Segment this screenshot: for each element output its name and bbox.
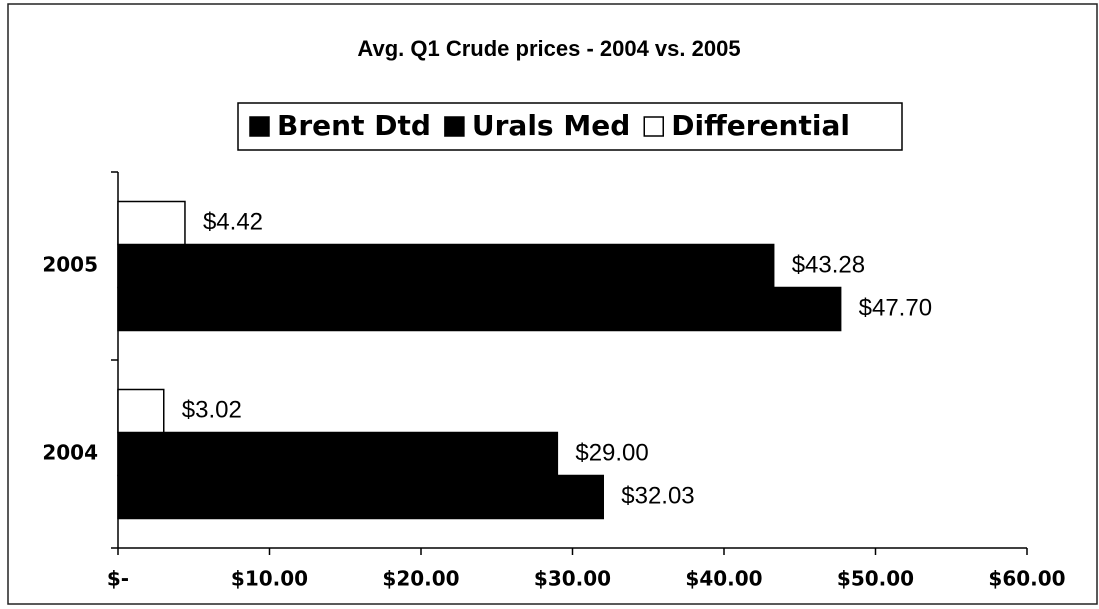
value-label: $32.03: [621, 482, 694, 509]
y-tick-label: 2004: [42, 441, 98, 465]
x-tick-label: $30.00: [534, 567, 611, 591]
value-label: $4.42: [203, 208, 263, 235]
x-tick-label: $40.00: [685, 567, 762, 591]
bar: [117, 243, 775, 289]
chart-title: Avg. Q1 Crude prices - 2004 vs. 2005: [357, 36, 740, 61]
legend-swatch: [444, 116, 465, 137]
value-label: $47.70: [859, 294, 932, 321]
chart-frame: [7, 3, 1098, 605]
bar: [117, 286, 842, 332]
legend-swatch: [643, 116, 664, 137]
legend-label: Differential: [671, 109, 850, 142]
x-tick-label: $60.00: [988, 567, 1065, 591]
bar: [117, 474, 605, 520]
legend-box: [237, 102, 903, 151]
x-tick-label: $50.00: [837, 567, 914, 591]
x-tick-label: $10.00: [231, 567, 308, 591]
bar: [117, 200, 186, 246]
legend-label: Urals Med: [472, 109, 630, 142]
bar: [117, 388, 165, 434]
value-label: $29.00: [575, 439, 648, 466]
legend-swatch: [249, 116, 270, 137]
legend-label: Brent Dtd: [277, 109, 431, 142]
x-tick-label: $20.00: [382, 567, 459, 591]
value-label: $3.02: [182, 396, 242, 423]
bar: [117, 431, 559, 477]
value-label: $43.28: [792, 251, 865, 278]
y-tick-label: 2005: [42, 253, 98, 277]
x-tick-label: $-: [107, 567, 129, 591]
